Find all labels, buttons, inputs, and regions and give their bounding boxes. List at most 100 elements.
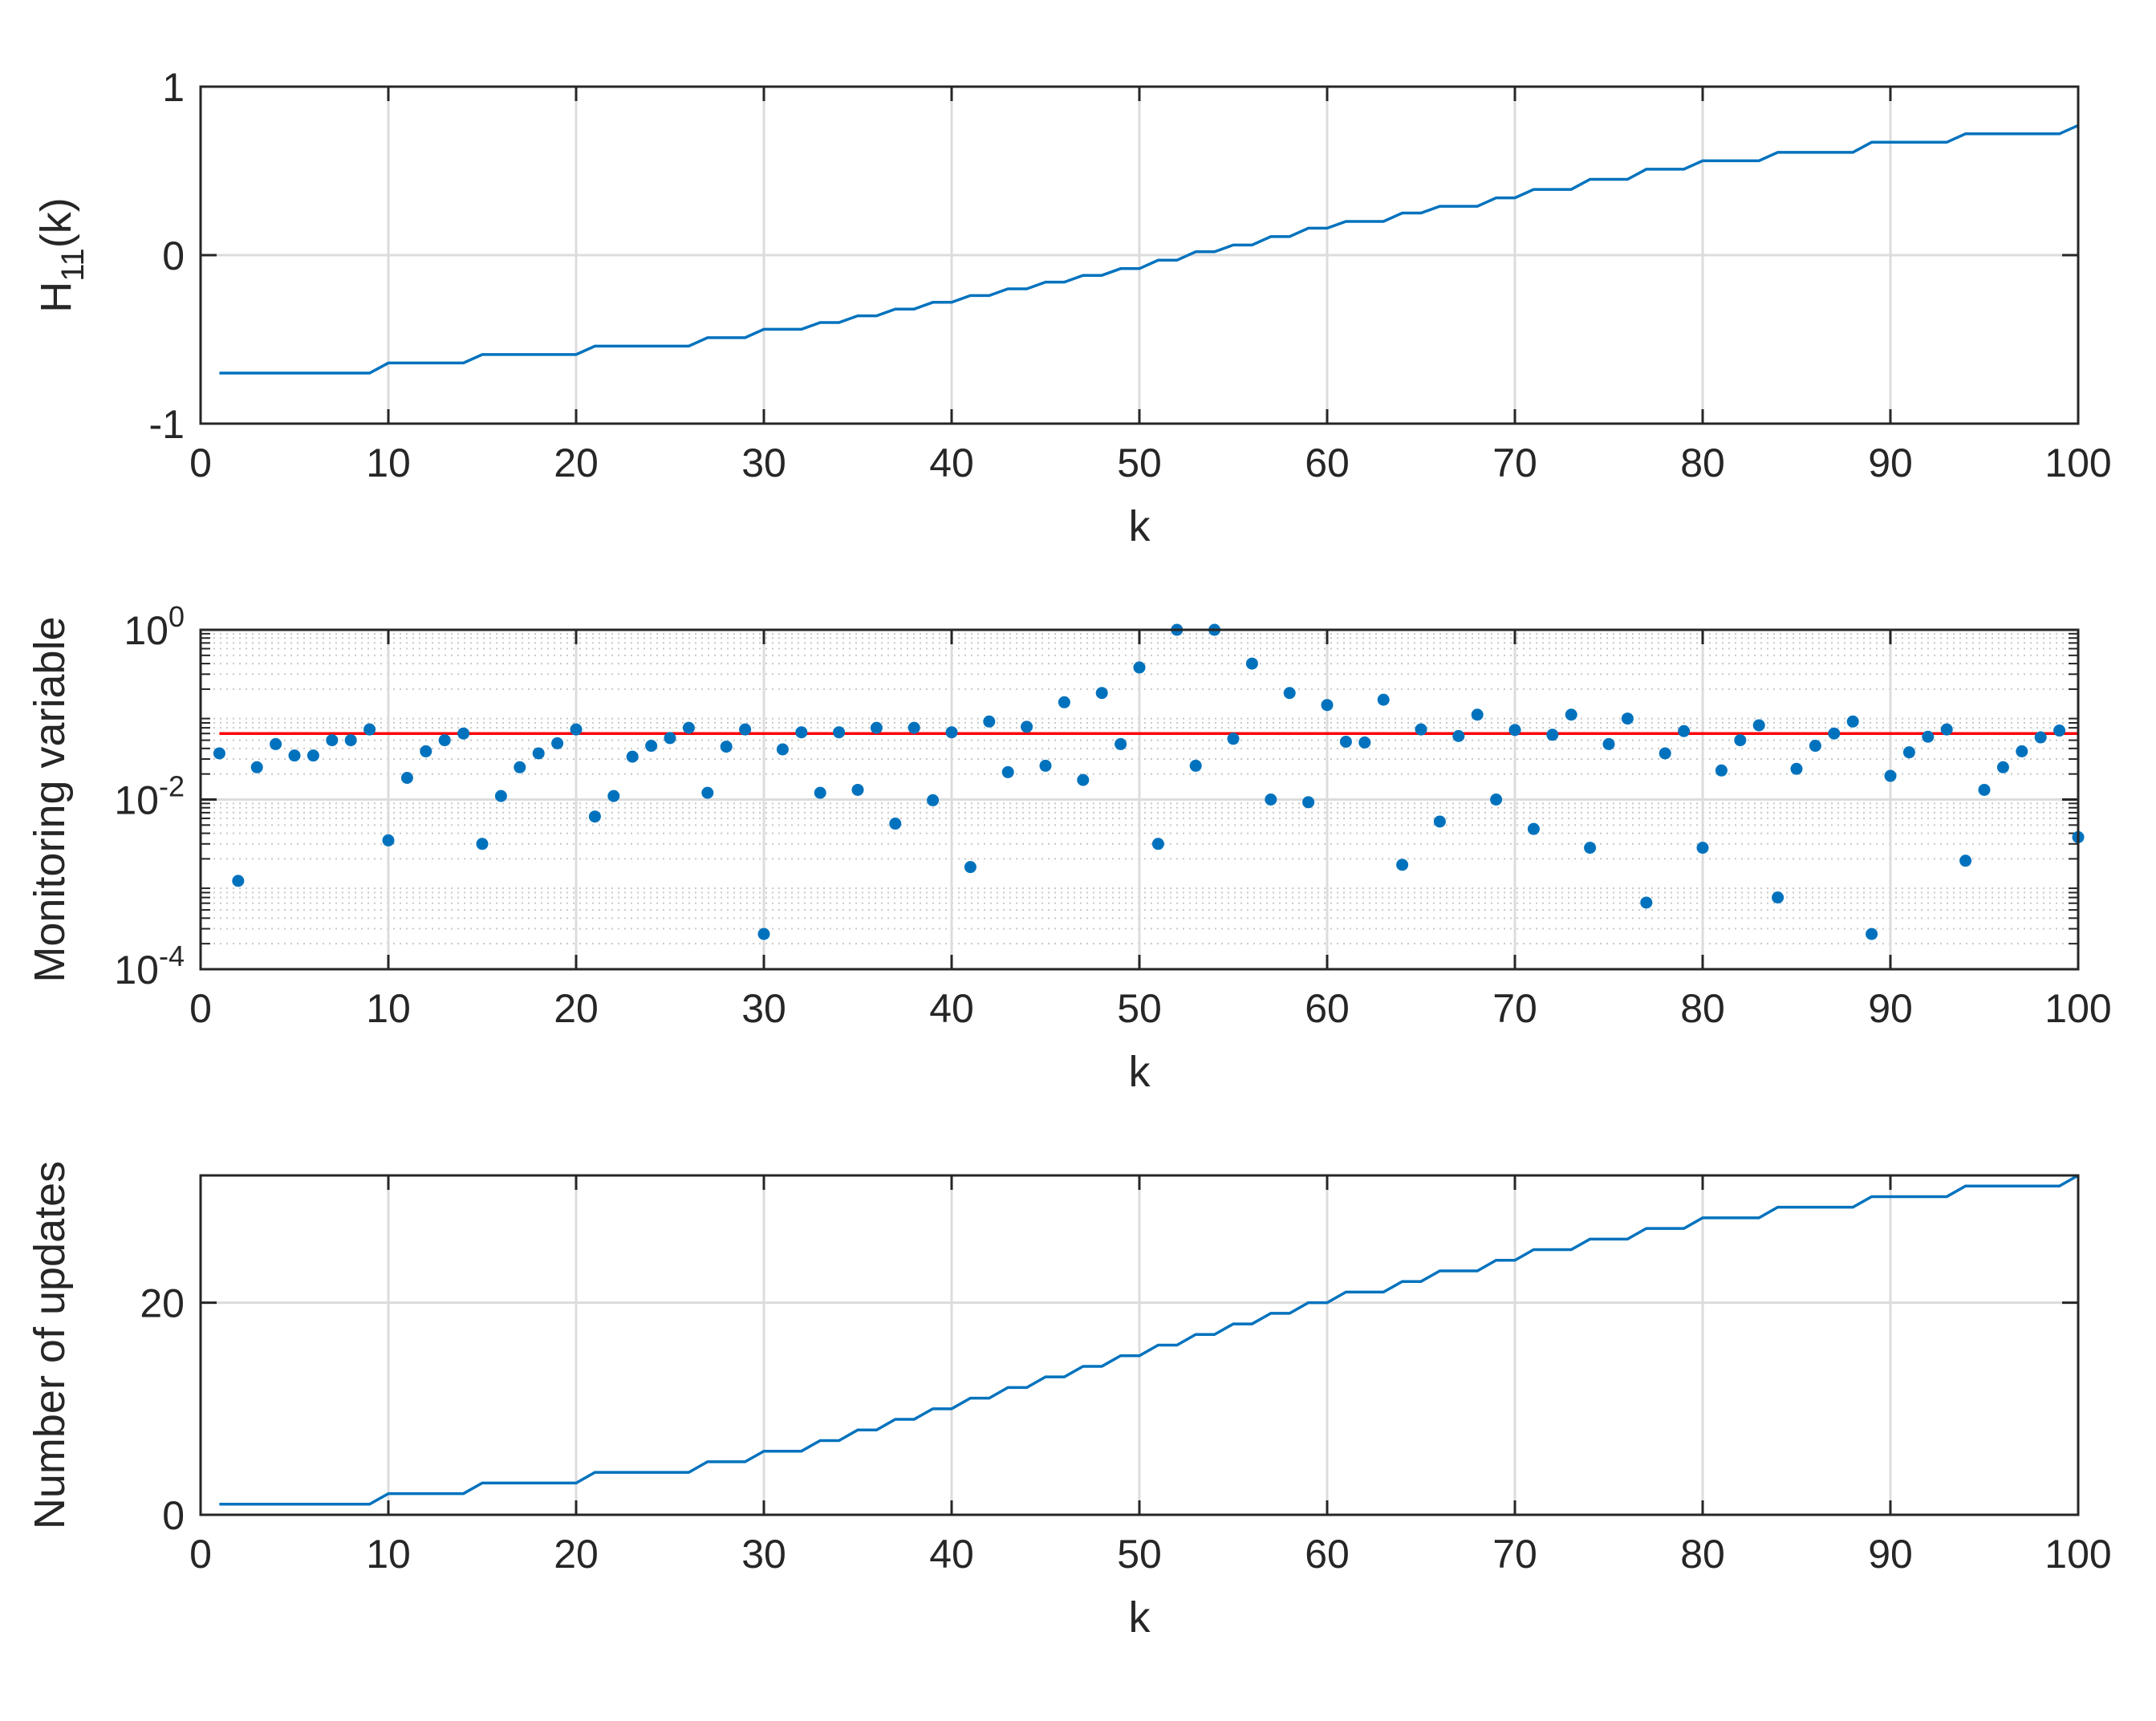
data-point (1396, 858, 1409, 871)
data-point (238, 372, 239, 374)
data-point (1151, 838, 1164, 850)
data-point (256, 372, 258, 374)
y-axis-label: Monitoring variable (26, 616, 74, 982)
data-point (1045, 1376, 1046, 1378)
data-point (1678, 725, 1691, 737)
data-point (462, 362, 464, 363)
data-point (645, 740, 658, 753)
data-point (1420, 212, 1422, 213)
data-point (607, 789, 620, 802)
data-point (795, 726, 808, 739)
x-tick-label: 70 (1492, 1532, 1537, 1577)
data-point (1584, 842, 1597, 854)
data-point (425, 1492, 427, 1494)
data-point (494, 789, 507, 802)
data-point (1383, 1291, 1384, 1293)
data-point (594, 345, 595, 347)
x-tick-label: 20 (554, 440, 599, 485)
data-point (932, 1408, 933, 1410)
data-point (833, 726, 846, 739)
x-tick-label: 20 (554, 1532, 599, 1577)
data-point (983, 715, 996, 728)
data-point (857, 1429, 859, 1431)
data-point (1025, 1386, 1027, 1388)
data-point (669, 345, 671, 347)
x-tick-label: 10 (366, 986, 411, 1031)
x-tick-label: 100 (2044, 1532, 2111, 1577)
data-point (1119, 1355, 1121, 1357)
data-point (481, 1482, 483, 1484)
data-line (219, 1174, 2079, 1506)
data-point (989, 294, 990, 296)
data-point (1039, 759, 1052, 772)
data-point (1401, 1281, 1403, 1282)
data-point (368, 372, 370, 374)
x-tick-label: 100 (2044, 440, 2111, 485)
x-tick-label: 50 (1117, 1532, 1162, 1577)
data-point (570, 723, 583, 736)
data-point (1846, 715, 1859, 728)
data-point (1401, 212, 1403, 213)
data-point (2058, 1185, 2060, 1187)
data-point (1045, 281, 1046, 282)
data-point (457, 727, 470, 740)
x-tick-label: 80 (1680, 1532, 1725, 1577)
x-tick-label: 10 (366, 1532, 411, 1577)
data-point (1420, 1281, 1422, 1282)
data-point (895, 1419, 896, 1420)
data-point (312, 1504, 314, 1505)
data-point (1809, 740, 1821, 753)
data-point (438, 734, 451, 747)
x-tick-label: 90 (1868, 1532, 1913, 1577)
data-point (1659, 747, 1671, 760)
data-point (819, 1439, 821, 1441)
data-point (400, 772, 413, 785)
data-point (2016, 745, 2028, 757)
data-point (707, 1461, 709, 1463)
data-point (1508, 724, 1521, 737)
data-point (1589, 1238, 1590, 1240)
data-point (1814, 1206, 1816, 1208)
x-tick-label: 60 (1305, 440, 1350, 485)
data-point (1570, 189, 1572, 190)
subplot-2: 0 10 20 30 40 50 60 70 80 90 100 10-4 10-2 100 k Monito… (26, 600, 2112, 1096)
data-point (519, 1482, 521, 1484)
data-point (725, 337, 727, 339)
x-tick-label: 40 (929, 440, 974, 485)
data-point (1983, 1185, 1985, 1187)
x-tick-label: 30 (741, 1532, 786, 1577)
data-point (1552, 189, 1553, 190)
data-point (1964, 1185, 1966, 1187)
data-point (1227, 733, 1240, 745)
data-point (1833, 152, 1835, 153)
data-point (406, 1492, 408, 1494)
data-point (1720, 1217, 1722, 1219)
data-point (538, 1482, 539, 1484)
data-point (613, 345, 615, 347)
x-tick-label: 40 (929, 986, 974, 1031)
data-point (1025, 288, 1027, 290)
data-point (1364, 221, 1366, 222)
data-point (256, 1504, 258, 1505)
data-point (232, 875, 245, 887)
axes-box (199, 85, 2080, 425)
x-axis-label: k (1129, 1048, 1151, 1096)
data-point (514, 761, 526, 773)
data-point (1978, 783, 1991, 796)
data-point (664, 732, 676, 745)
x-tick-label: 40 (929, 1532, 974, 1577)
data-point (1772, 891, 1784, 904)
data-point (331, 372, 333, 374)
data-point (1439, 205, 1440, 207)
data-point (363, 723, 376, 736)
data-point (2040, 133, 2041, 135)
data-point (1870, 1195, 1872, 1197)
data-line (219, 124, 2079, 375)
data-point (1119, 268, 1121, 270)
data-point (556, 1482, 558, 1484)
data-point (1683, 1228, 1684, 1229)
data-point (425, 362, 427, 363)
data-point (838, 1439, 839, 1441)
data-point (1796, 152, 1797, 153)
